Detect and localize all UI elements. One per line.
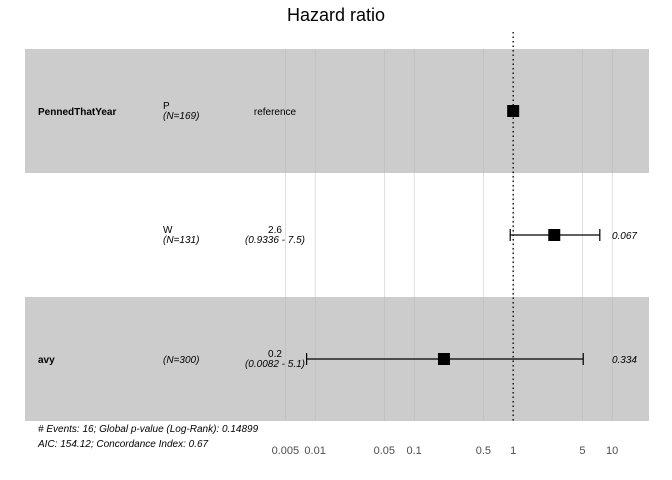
- x-tick-label: 5: [579, 445, 585, 457]
- estimate-label: reference: [254, 107, 297, 118]
- x-tick-label: 0.05: [374, 445, 395, 457]
- x-tick-label: 0.01: [304, 445, 325, 457]
- variable-label: PennedThatYear: [38, 107, 116, 118]
- n-label: (N=169): [163, 111, 199, 122]
- x-tick-label: 0.005: [272, 445, 300, 457]
- variable-label: avy: [38, 355, 55, 366]
- estimate-label: 2.6: [268, 225, 282, 236]
- footer-events: # Events: 16; Global p-value (Log-Rank):…: [38, 424, 259, 435]
- estimate-label: 0.2: [268, 349, 282, 360]
- ci-label: (0.9336 - 7.5): [245, 235, 305, 246]
- x-tick-label: 10: [606, 445, 618, 457]
- hazard-point: [507, 105, 520, 117]
- x-tick-label: 0.5: [476, 445, 491, 457]
- footer-aic: AIC: 154.12; Concordance Index: 0.67: [37, 439, 209, 450]
- rows: PennedThatYear P(N=169) reference W(N=131) 2…: [38, 101, 637, 370]
- n-label: (N=300): [163, 355, 199, 366]
- ci-label: (0.0082 - 5.1): [245, 359, 305, 370]
- chart-title: Hazard ratio: [287, 5, 385, 25]
- x-axis-ticks: 0.005 0.01 0.05 0.1 0.5 1 5 10: [272, 445, 619, 457]
- x-tick-label: 1: [510, 445, 516, 457]
- n-label: (N=131): [163, 235, 199, 246]
- p-value-label: 0.067: [612, 231, 637, 242]
- row-band: [25, 49, 649, 173]
- level-label: W: [163, 225, 173, 236]
- hazard-point: [437, 353, 450, 365]
- x-tick-label: 0.1: [407, 445, 422, 457]
- level-label: P: [163, 101, 170, 112]
- hazard-point: [548, 229, 561, 241]
- p-value-label: 0.334: [612, 355, 637, 366]
